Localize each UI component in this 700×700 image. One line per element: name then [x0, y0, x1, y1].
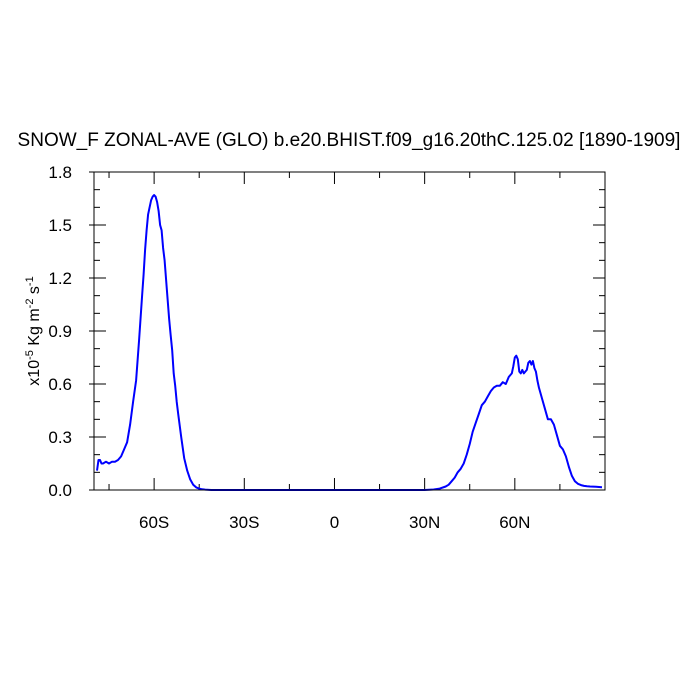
y-tick-label: 1.2 [48, 269, 72, 288]
y-tick-label: 1.5 [48, 216, 72, 235]
y-tick-label: 0.3 [48, 428, 72, 447]
plot-frame [93, 171, 606, 491]
y-axis-label-prefix: x10 [26, 360, 43, 386]
y-tick-label: 1.8 [48, 163, 72, 182]
svg-text:x10-5 Kg m-2 s-1: x10-5 Kg m-2 s-1 [24, 276, 43, 385]
y-axis-label-unit2: s [26, 286, 43, 294]
x-tick-label: 60N [499, 513, 530, 532]
y-axis-label-unit: Kg m [26, 308, 43, 345]
series-line-0 [96, 194, 603, 491]
y-axis-label-unit2-exponent: -1 [24, 276, 36, 286]
y-axis-label: x10-5 Kg m-2 s-1 [24, 276, 43, 385]
y-axis-label-exponent: -5 [24, 350, 36, 360]
y-axis-label-unit-exponent: -2 [24, 299, 36, 309]
y-tick-label: 0.9 [48, 322, 72, 341]
x-tick-label: 30S [229, 513, 259, 532]
x-tick-label: 0 [330, 513, 339, 532]
y-tick-label: 0.6 [48, 375, 72, 394]
x-tick-label: 30N [409, 513, 440, 532]
chart-title: SNOW_F ZONAL-AVE (GLO) b.e20.BHIST.f09_g… [18, 130, 681, 151]
y-tick-label: 0.0 [48, 481, 72, 500]
x-tick-label: 60S [139, 513, 169, 532]
